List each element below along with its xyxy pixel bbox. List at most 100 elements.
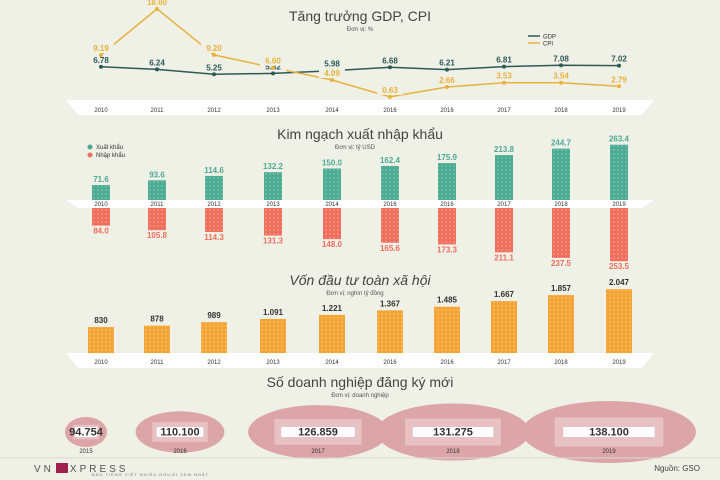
trade-x-tick: 2010 <box>94 202 108 208</box>
data-label-cpi: 18.60 <box>147 0 168 7</box>
logo-left: VN <box>34 464 54 475</box>
label-bg-gdp <box>434 58 460 68</box>
point-cpi <box>155 6 159 11</box>
label-bg-gdp <box>548 54 574 64</box>
point-cpi <box>617 84 621 89</box>
trade-unit: Đơn vị: tỷ USD <box>335 144 376 151</box>
legend-export-swatch <box>87 144 93 150</box>
import-value-label: 114.3 <box>204 233 224 242</box>
import-value-label: 253.5 <box>609 262 630 271</box>
point-gdp <box>99 64 103 69</box>
invest-x-tick: 2013 <box>266 360 280 366</box>
data-label-gdp: 6.24 <box>149 58 165 67</box>
value-plate <box>412 427 494 437</box>
export-bar <box>264 172 282 200</box>
legend-import-label: Nhập khẩu <box>96 152 125 159</box>
export-value-label: 162.4 <box>380 156 401 165</box>
data-label-cpi: 2.66 <box>439 76 455 85</box>
data-label-gdp: 7.08 <box>553 54 569 63</box>
enterprise-x-tick: 2018 <box>446 449 460 455</box>
invest-bar <box>548 295 574 353</box>
invest-x-tick: 2017 <box>497 360 511 366</box>
export-value-label: 132.2 <box>263 162 284 171</box>
label-bg-cpi <box>88 44 114 53</box>
gdp-unit: Đơn vị: % <box>347 27 374 33</box>
data-label-gdp: 5.98 <box>324 60 340 69</box>
data-label-cpi: 3.53 <box>496 72 512 81</box>
invest-bar <box>491 301 517 353</box>
point-gdp <box>559 63 563 68</box>
invest-bar <box>201 322 227 353</box>
enterprise-x-tick: 2015 <box>79 449 93 455</box>
export-bar <box>323 168 341 200</box>
point-gdp <box>388 65 392 70</box>
trade-x-tick: 2012 <box>207 202 221 208</box>
export-bar <box>205 175 223 200</box>
data-label-cpi: 3.54 <box>553 72 569 81</box>
label-bg-gdp <box>201 63 227 73</box>
footer: VN XPRESS BÁO TIẾNG VIỆT NHIỀU NGƯỜI XEM … <box>0 458 720 480</box>
import-value-label: 148.0 <box>322 240 343 249</box>
vnexpress-logo: VN XPRESS <box>34 463 128 475</box>
value-plate <box>75 427 98 437</box>
invest-x-tick: 2016 <box>440 360 454 366</box>
point-cpi <box>502 80 506 85</box>
legend-export-label: Xuất khẩu <box>96 144 123 151</box>
export-bar <box>148 180 166 200</box>
gdp-x-tick: 2018 <box>554 108 568 114</box>
label-bg-cpi <box>606 75 632 85</box>
logo-tagline: BÁO TIẾNG VIỆT NHIỀU NGƯỜI XEM NHẤT <box>92 472 210 477</box>
data-label-cpi: 2.79 <box>611 75 627 84</box>
import-bar <box>92 208 110 226</box>
data-label-cpi: 0.63 <box>382 86 398 95</box>
import-bar <box>438 208 456 245</box>
invest-title: Vốn đầu tư toàn xã hội <box>289 272 431 288</box>
invest-bar <box>88 327 114 353</box>
label-bg-cpi <box>201 43 227 53</box>
point-cpi <box>330 78 334 82</box>
import-bar <box>148 208 166 231</box>
export-bar <box>381 165 399 200</box>
data-label-gdp: 6.81 <box>496 56 512 65</box>
label-bg-cpi <box>144 0 170 7</box>
gdp-x-tick: 2011 <box>151 108 165 114</box>
label-bg-gdp <box>319 59 345 69</box>
point-gdp <box>617 63 621 68</box>
invest-x-tick: 2014 <box>325 360 339 366</box>
value-plate <box>563 427 655 437</box>
label-bg-cpi <box>434 76 460 85</box>
label-bg-cpi <box>491 71 517 81</box>
enterprise-title: Số doanh nghiệp đăng ký mới <box>267 374 454 390</box>
import-bar <box>495 208 513 253</box>
import-bar <box>323 208 341 240</box>
legend-import-swatch <box>87 152 93 158</box>
label-bg-gdp <box>88 55 114 65</box>
export-value-label: 150.0 <box>322 159 343 168</box>
export-value-label: 213.8 <box>494 145 515 154</box>
import-bar <box>381 208 399 243</box>
import-bar <box>205 208 223 232</box>
invest-value-label: 1.857 <box>551 284 572 293</box>
data-label-gdp: 6.68 <box>382 56 398 65</box>
invest-bar <box>260 319 286 353</box>
export-value-label: 71.6 <box>93 175 109 184</box>
logo-e-box <box>55 463 68 473</box>
point-cpi <box>99 53 103 57</box>
export-value-label: 93.6 <box>149 170 165 179</box>
gdp-x-tick: 2013 <box>266 108 280 114</box>
point-gdp <box>502 64 506 69</box>
invest-bar <box>377 310 403 353</box>
invest-x-tick: 2019 <box>612 360 626 366</box>
trade-x-tick: 2017 <box>497 202 511 208</box>
import-value-label: 237.5 <box>551 259 572 268</box>
invest-value-label: 878 <box>150 315 164 324</box>
value-plate <box>156 427 204 437</box>
invest-x-tick: 2018 <box>554 360 568 366</box>
label-bg-cpi <box>319 69 345 78</box>
gdp-x-tick: 2010 <box>94 108 108 114</box>
export-bar <box>495 155 513 200</box>
label-bg-cpi <box>377 85 403 95</box>
point-cpi <box>445 85 449 89</box>
import-bar <box>264 208 282 236</box>
